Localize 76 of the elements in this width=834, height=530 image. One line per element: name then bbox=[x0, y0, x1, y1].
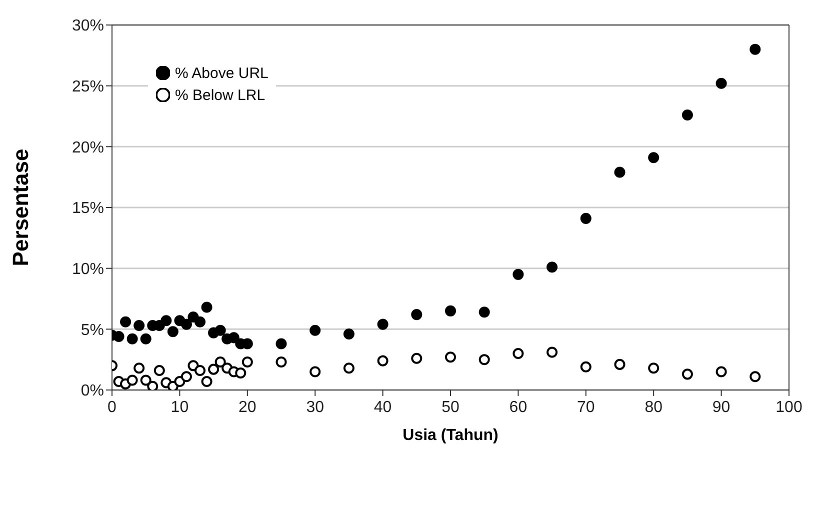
y-tick-label: 10% bbox=[72, 261, 104, 278]
y-tick-label: 25% bbox=[72, 78, 104, 96]
y-tick-label: 30% bbox=[72, 18, 104, 35]
point bbox=[310, 366, 321, 378]
x-tick-label: 0 bbox=[108, 399, 117, 416]
point bbox=[343, 362, 354, 374]
point bbox=[126, 374, 138, 386]
y-tick-label: 20% bbox=[72, 139, 104, 156]
x-tick-label: 90 bbox=[712, 399, 730, 416]
legend-label: % Above URL bbox=[175, 64, 268, 82]
point bbox=[478, 306, 490, 318]
x-tick-label: 20 bbox=[238, 399, 256, 416]
x-tick-label: 30 bbox=[306, 399, 324, 416]
point bbox=[648, 362, 660, 374]
point bbox=[648, 152, 660, 164]
point bbox=[208, 364, 220, 375]
legend-label: % Below LRL bbox=[175, 86, 266, 104]
point bbox=[716, 78, 727, 89]
point bbox=[167, 326, 178, 338]
point bbox=[180, 318, 192, 330]
point bbox=[580, 212, 592, 224]
point bbox=[126, 333, 138, 344]
y-tick-label: 5% bbox=[80, 322, 104, 339]
point bbox=[120, 316, 132, 328]
point bbox=[134, 362, 145, 374]
point bbox=[140, 333, 152, 344]
point bbox=[242, 356, 253, 368]
point bbox=[750, 44, 761, 55]
point bbox=[343, 328, 354, 340]
point bbox=[113, 330, 124, 342]
point bbox=[214, 324, 226, 336]
point bbox=[512, 268, 524, 280]
x-tick-label: 60 bbox=[509, 399, 528, 416]
x-tick-label: 70 bbox=[577, 399, 595, 416]
point bbox=[147, 380, 158, 390]
point bbox=[194, 316, 206, 328]
point bbox=[154, 365, 165, 376]
point bbox=[682, 110, 693, 121]
point bbox=[546, 262, 558, 273]
point bbox=[140, 374, 152, 386]
y-tick-label: 0% bbox=[80, 382, 104, 400]
x-axis-title: Usia (Tahun) bbox=[402, 427, 498, 444]
point bbox=[411, 309, 422, 320]
point bbox=[276, 356, 287, 368]
x-tick-label: 10 bbox=[170, 399, 189, 416]
point bbox=[478, 354, 490, 366]
point bbox=[214, 356, 226, 368]
y-tick-label: 15% bbox=[72, 200, 104, 218]
point bbox=[201, 376, 212, 387]
x-tick-label: 50 bbox=[442, 399, 460, 416]
point bbox=[716, 366, 727, 378]
point bbox=[377, 355, 388, 366]
point bbox=[276, 338, 287, 350]
point bbox=[134, 320, 145, 332]
point bbox=[194, 365, 206, 376]
point bbox=[580, 361, 592, 372]
x-tick-label: 40 bbox=[374, 399, 392, 416]
point bbox=[235, 367, 246, 378]
x-tick-label: 80 bbox=[644, 399, 663, 416]
point bbox=[444, 352, 456, 363]
point bbox=[750, 371, 761, 382]
point bbox=[444, 305, 456, 316]
point bbox=[682, 368, 693, 380]
point bbox=[546, 346, 558, 358]
point bbox=[512, 348, 524, 360]
point bbox=[228, 332, 240, 344]
point bbox=[160, 315, 172, 326]
point bbox=[377, 318, 388, 330]
x-tick-label: 100 bbox=[776, 399, 802, 416]
point bbox=[411, 352, 422, 364]
point bbox=[614, 166, 626, 178]
y-axis-title: Persentase bbox=[8, 148, 33, 266]
point bbox=[614, 358, 626, 370]
point bbox=[201, 302, 212, 313]
point bbox=[310, 324, 321, 336]
point bbox=[180, 371, 192, 382]
